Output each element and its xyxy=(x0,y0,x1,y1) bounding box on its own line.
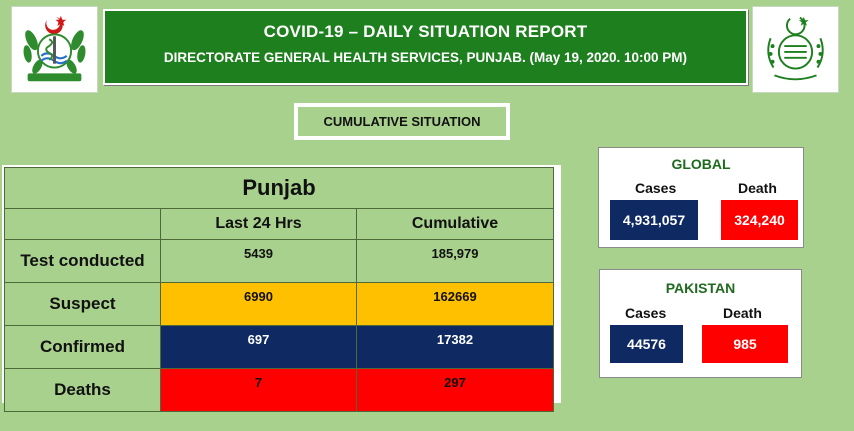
punjab-government-logo xyxy=(752,6,839,93)
global-cases-value: 4,931,057 xyxy=(610,200,698,240)
last-24-value: 697 xyxy=(160,325,357,369)
global-death-label: Death xyxy=(738,180,777,196)
punjab-emblem-icon xyxy=(767,16,824,81)
global-cases-label: Cases xyxy=(635,180,677,196)
row-label: Suspect xyxy=(4,282,161,326)
punjab-stats-table: Punjab Last 24 Hrs Cumulative Test condu… xyxy=(4,167,554,412)
cumulative-situation-label-box: CUMULATIVE SITUATION xyxy=(294,103,510,140)
row-label: Confirmed xyxy=(4,325,161,369)
column-header-last-24: Last 24 Hrs xyxy=(160,208,357,240)
cumulative-value: 162669 xyxy=(356,282,554,326)
pakistan-title: PAKISTAN xyxy=(665,280,736,296)
global-stats-box: GLOBAL Cases Death 4,931,057 324,240 xyxy=(598,147,804,248)
cumulative-value: 185,979 xyxy=(356,239,554,283)
row-label: Test conducted xyxy=(4,239,161,283)
punjab-table-title: Punjab xyxy=(4,167,554,209)
report-header-banner: COVID-19 – DAILY SITUATION REPORT DIRECT… xyxy=(103,9,748,85)
punjab-table-panel: Punjab Last 24 Hrs Cumulative Test condu… xyxy=(2,165,561,412)
global-deaths-value: 324,240 xyxy=(721,200,798,240)
pakistan-cases-label: Cases xyxy=(625,305,667,321)
table-row-deaths: Deaths 7 297 xyxy=(4,368,554,412)
table-row-test-conducted: Test conducted 5439 185,979 xyxy=(4,239,554,283)
table-row-suspect: Suspect 6990 162669 xyxy=(4,282,554,326)
cumulative-value: 17382 xyxy=(356,325,554,369)
table-header-blank xyxy=(4,208,161,240)
row-label: Deaths xyxy=(4,368,161,412)
report-title: COVID-19 – DAILY SITUATION REPORT xyxy=(263,22,588,41)
pakistan-deaths-value: 985 xyxy=(702,325,788,363)
health-department-logo xyxy=(11,6,98,93)
pakistan-stats-box: PAKISTAN Cases Death 44576 985 xyxy=(599,269,802,378)
column-header-cumulative: Cumulative xyxy=(356,208,554,240)
pakistan-cases-value: 44576 xyxy=(610,325,683,363)
table-row-confirmed: Confirmed 697 17382 xyxy=(4,325,554,369)
report-subtitle: DIRECTORATE GENERAL HEALTH SERVICES, PUN… xyxy=(163,50,688,65)
last-24-value: 6990 xyxy=(160,282,357,326)
last-24-value: 5439 xyxy=(160,239,357,283)
global-title: GLOBAL xyxy=(671,156,731,172)
last-24-value: 7 xyxy=(160,368,357,412)
pakistan-death-label: Death xyxy=(723,305,762,321)
health-emblem-icon xyxy=(23,15,86,82)
cumulative-situation-label: CUMULATIVE SITUATION xyxy=(298,107,506,136)
cumulative-value: 297 xyxy=(356,368,554,412)
